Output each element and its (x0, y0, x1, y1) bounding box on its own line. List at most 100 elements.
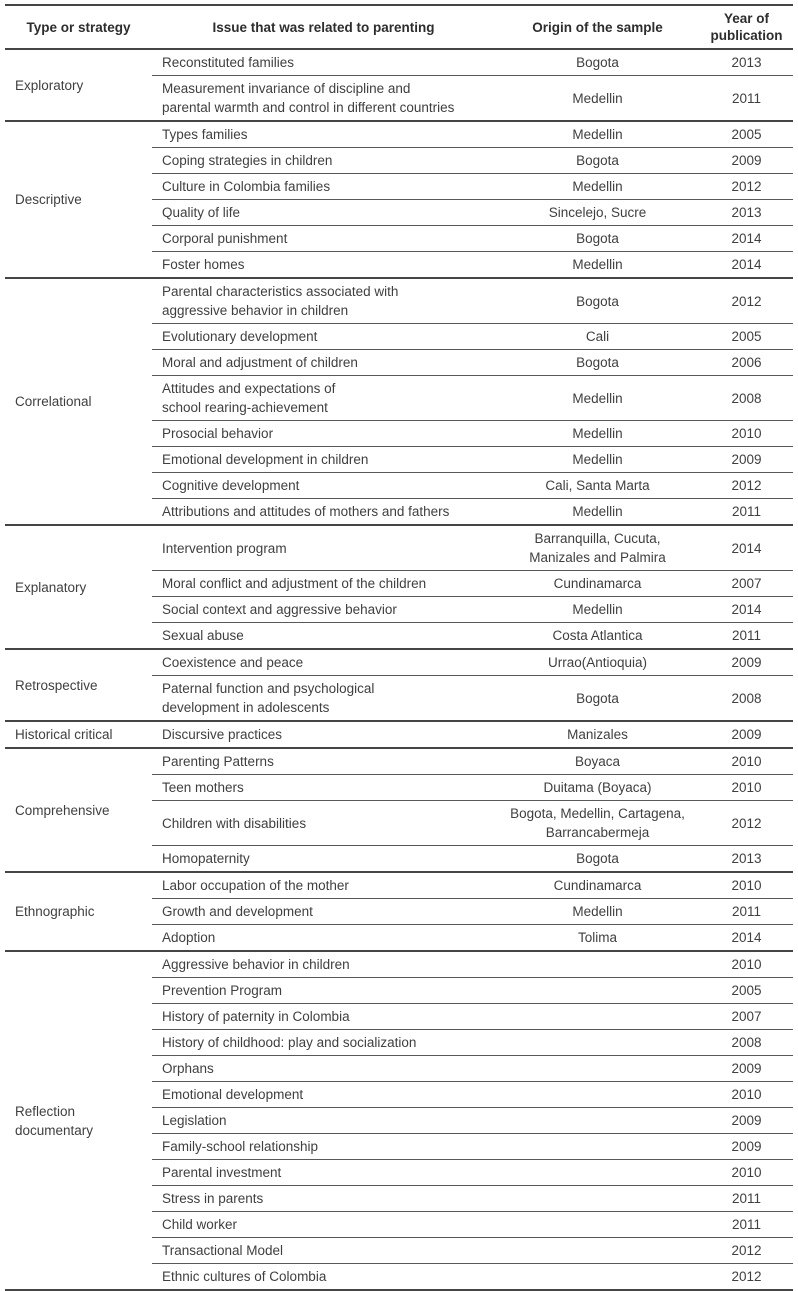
year-cell: 2011 (700, 75, 793, 121)
year-cell: 2009 (700, 1133, 793, 1160)
table-row: Exploratory Reconstituted families Bogota 2… (5, 48, 793, 121)
year-cell: 2011 (700, 622, 793, 649)
table-row: Ethnographic Labor occupation of the moth… (5, 871, 793, 951)
origin-cell (495, 1237, 700, 1264)
table-row: Comprehensive Parenting Patterns Boyaca 201… (5, 747, 793, 872)
table-row: Adoption Tolima 2014 (5, 924, 793, 951)
year-cell: 2011 (700, 898, 793, 925)
table-row: Correlational Parental characteristics as… (5, 277, 793, 525)
issue-cell: Sexual abuse (152, 622, 495, 649)
origin-cell: Cundinamarca (495, 871, 700, 899)
column-header-type: Type or strategy (5, 4, 152, 50)
type-cell: Explanatory (5, 524, 152, 649)
issue-cell: Coping strategies in children (152, 147, 495, 174)
origin-cell: Bogota (495, 845, 700, 872)
year-cell: 2009 (700, 147, 793, 174)
table-row: Moral conflict and adjustment of the chi… (5, 570, 793, 597)
type-cell: Descriptive (5, 120, 152, 278)
issue-cell: Labor occupation of the mother (152, 871, 495, 899)
table-row: Cognitive development Cali, Santa Marta 20… (5, 472, 793, 499)
year-cell: 2010 (700, 1081, 793, 1108)
issue-cell: Prosocial behavior (152, 420, 495, 447)
table-row: Retrospective Coexistence and peace Urrao(… (5, 648, 793, 721)
issue-cell: Child worker (152, 1211, 495, 1238)
year-cell: 2009 (700, 648, 793, 676)
origin-cell: Manizales (495, 720, 700, 748)
issue-cell: History of childhood: play and socializa… (152, 1029, 495, 1056)
table-row: Children with disabilities Bogota, Medell… (5, 800, 793, 846)
issue-cell: Parental investment (152, 1159, 495, 1186)
year-cell: 2008 (700, 675, 793, 721)
year-cell: 2014 (700, 596, 793, 623)
origin-cell: Medellin (495, 498, 700, 525)
type-cell: Retrospective (5, 648, 152, 721)
year-cell: 2005 (700, 323, 793, 350)
table-row: Quality of life Sincelejo, Sucre 2013 (5, 199, 793, 226)
origin-cell: Cali, Santa Marta (495, 472, 700, 499)
issue-cell: Adoption (152, 924, 495, 951)
origin-cell: Bogota (495, 48, 700, 76)
table-row: Paternal function and psychological deve… (5, 675, 793, 721)
table-row: Parental investment 2010 (5, 1159, 793, 1186)
issue-cell: Aggressive behavior in children (152, 950, 495, 978)
year-cell: 2007 (700, 1003, 793, 1030)
origin-cell: Medellin (495, 898, 700, 925)
issue-cell: Family-school relationship (152, 1133, 495, 1160)
issue-cell: Culture in Colombia families (152, 173, 495, 200)
type-cell: Correlational (5, 277, 152, 525)
year-cell: 2008 (700, 1029, 793, 1056)
table-row: Attitudes and expectations of school rea… (5, 375, 793, 421)
year-cell: 2010 (700, 1159, 793, 1186)
table-row: Family-school relationship 2009 (5, 1133, 793, 1160)
year-cell: 2014 (700, 225, 793, 252)
issue-cell: Orphans (152, 1055, 495, 1082)
table-row: Sexual abuse Costa Atlantica 2011 (5, 622, 793, 649)
table-row: Child worker 2011 (5, 1211, 793, 1238)
origin-cell: Bogota (495, 675, 700, 721)
year-cell: 2010 (700, 950, 793, 978)
origin-cell (495, 1133, 700, 1160)
origin-cell: Duitama (Boyaca) (495, 774, 700, 801)
origin-cell: Tolima (495, 924, 700, 951)
issue-cell: Quality of life (152, 199, 495, 226)
issue-cell: Evolutionary development (152, 323, 495, 350)
origin-cell (495, 1211, 700, 1238)
table-row: Measurement invariance of discipline and… (5, 75, 793, 121)
table-row: Growth and development Medellin 2011 (5, 898, 793, 925)
origin-cell: Medellin (495, 75, 700, 121)
table-row: Foster homes Medellin 2014 (5, 251, 793, 278)
issue-cell: Attributions and attitudes of mothers an… (152, 498, 495, 525)
origin-cell: Medellin (495, 596, 700, 623)
year-cell: 2014 (700, 924, 793, 951)
year-cell: 2012 (700, 173, 793, 200)
year-cell: 2013 (700, 199, 793, 226)
issue-cell: Attitudes and expectations of school rea… (152, 375, 495, 421)
year-cell: 2011 (700, 1185, 793, 1212)
origin-cell: Medellin (495, 120, 700, 148)
issue-cell: Transactional Model (152, 1237, 495, 1264)
year-cell: 2009 (700, 446, 793, 473)
year-cell: 2009 (700, 1055, 793, 1082)
issue-cell: Foster homes (152, 251, 495, 278)
issue-cell: Parental characteristics associated with… (152, 277, 495, 324)
year-cell: 2009 (700, 1107, 793, 1134)
table-row: Teen mothers Duitama (Boyaca) 2010 (5, 774, 793, 801)
origin-cell: Medellin (495, 173, 700, 200)
origin-cell: Cali (495, 323, 700, 350)
issue-cell: Social context and aggressive behavior (152, 596, 495, 623)
origin-cell: Bogota (495, 225, 700, 252)
year-cell: 2011 (700, 1211, 793, 1238)
origin-cell (495, 977, 700, 1004)
table-row: Evolutionary development Cali 2005 (5, 323, 793, 350)
table-row: History of childhood: play and socializa… (5, 1029, 793, 1056)
origin-cell: Medellin (495, 375, 700, 421)
year-cell: 2009 (700, 720, 793, 748)
table-header: Type or strategy Issue that was related … (5, 4, 793, 50)
table-row: Emotional development 2010 (5, 1081, 793, 1108)
year-cell: 2008 (700, 375, 793, 421)
origin-cell (495, 1003, 700, 1030)
issue-cell: Discursive practices (152, 720, 495, 748)
column-header-year: Year of publication (700, 4, 793, 50)
year-cell: 2010 (700, 747, 793, 775)
issue-cell: Legislation (152, 1107, 495, 1134)
